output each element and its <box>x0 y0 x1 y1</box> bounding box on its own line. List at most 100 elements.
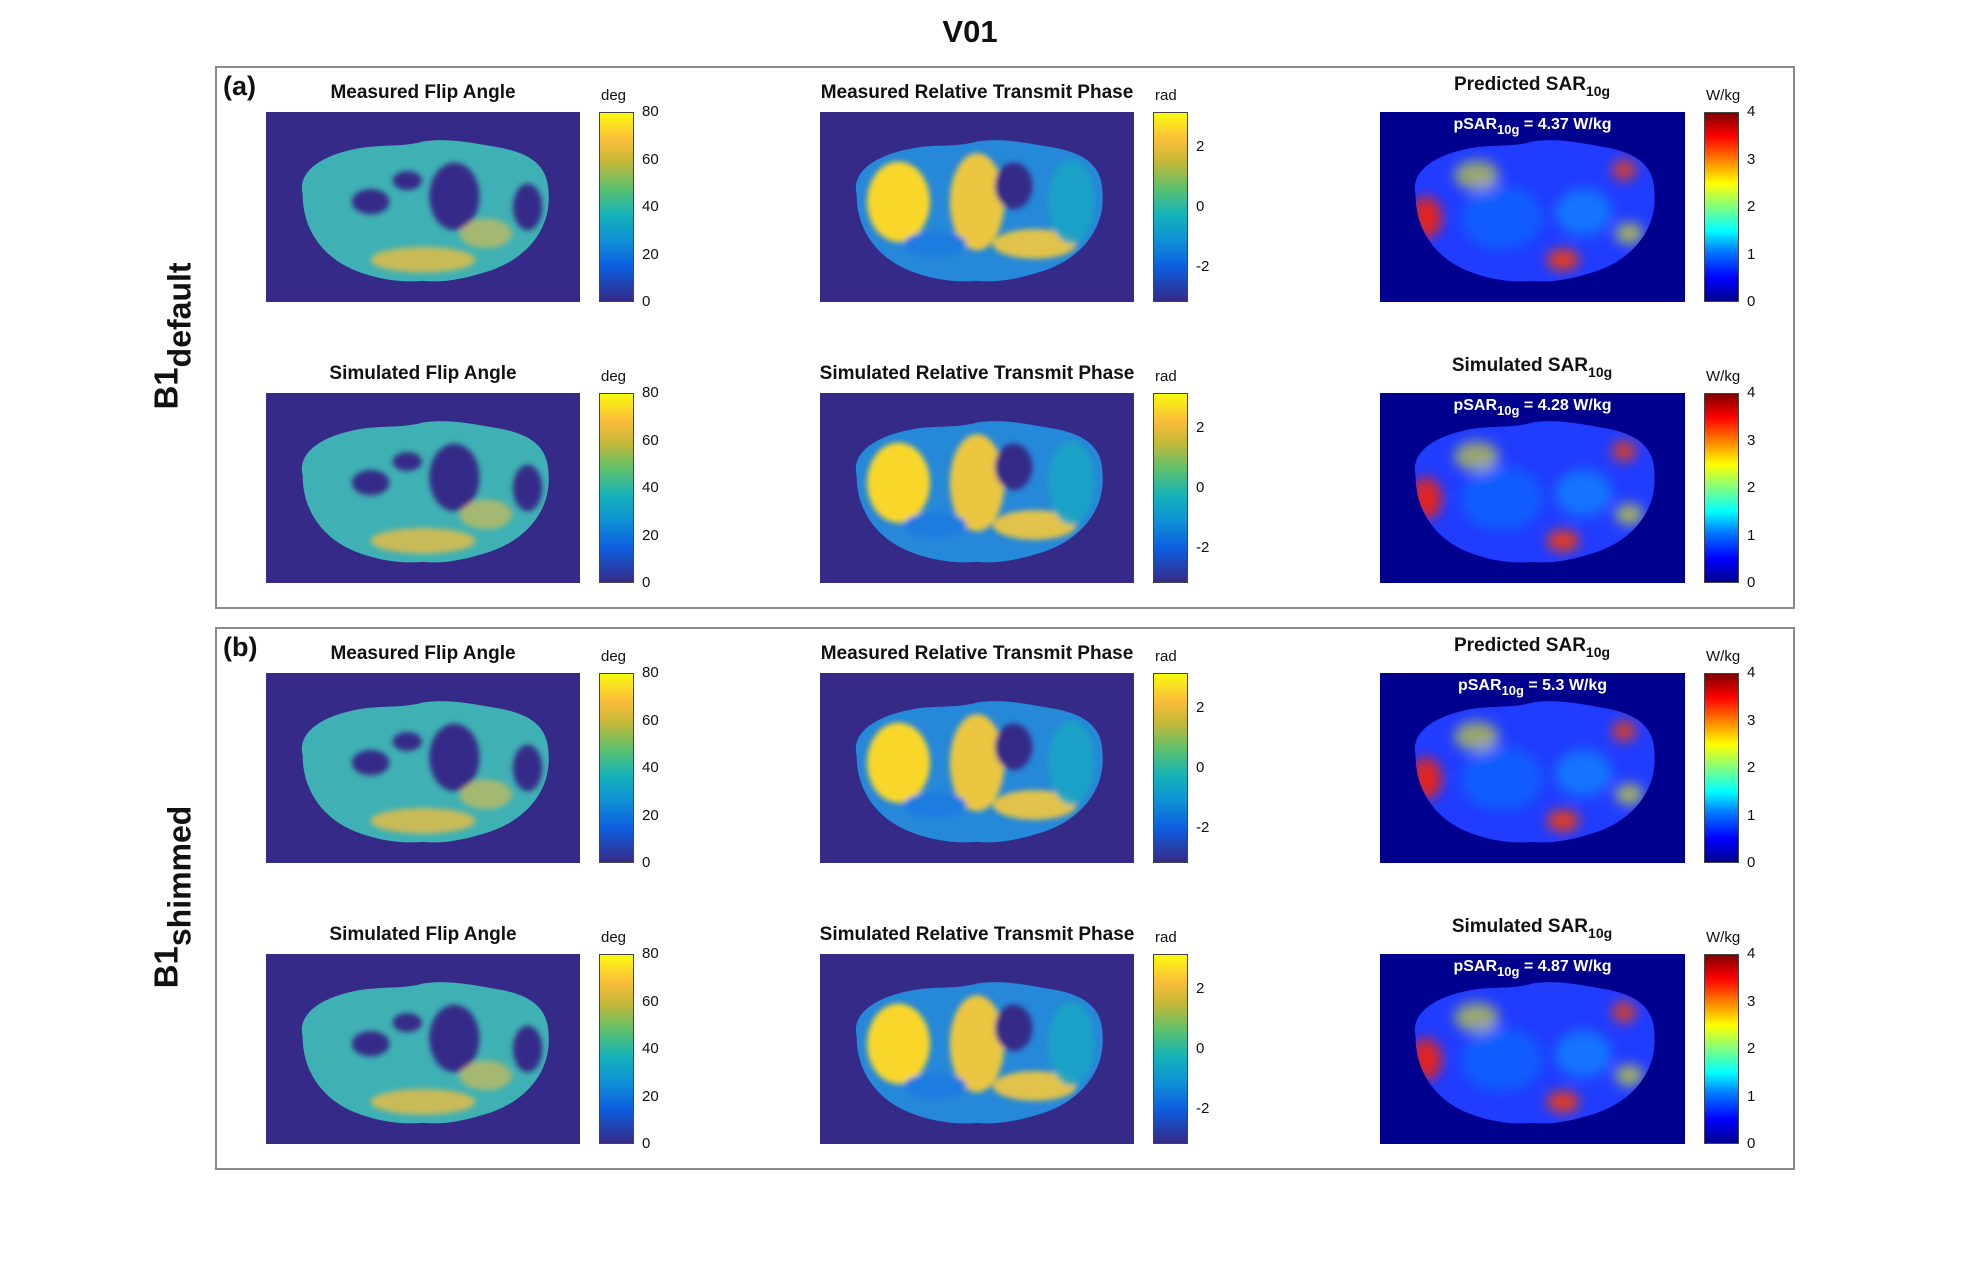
sar-colorbar <box>1704 393 1739 583</box>
phase-map-image <box>820 673 1134 863</box>
psar-sub: 10g <box>1497 964 1520 979</box>
sar-colorbar-tick: 2 <box>1747 1040 1756 1057</box>
flip-colorbar-tick: 80 <box>642 384 659 401</box>
sar-colorbar-tick: 2 <box>1747 759 1756 776</box>
sar-colorbar-tick: 1 <box>1747 526 1756 544</box>
sar-colorbar-tick: 3 <box>1747 431 1756 449</box>
flip-colorbar-tick: 20 <box>642 245 659 263</box>
sar-colorbar <box>1704 954 1739 1144</box>
psar-sub: 10g <box>1497 122 1520 137</box>
flip-map-image <box>266 112 580 302</box>
phase-colorbar-unit: rad <box>1155 929 1177 946</box>
sar-map: pSAR10g = 4.28 W/kg <box>1380 393 1685 583</box>
flip-colorbar-tick: 80 <box>642 664 659 681</box>
sar-title-main: Predicted SAR <box>1453 74 1586 95</box>
flip-colorbar-tick: 40 <box>642 1040 659 1057</box>
sar-colorbar-unit: W/kg <box>1706 929 1741 946</box>
flip-map <box>266 954 580 1144</box>
psar-annotation: pSAR10g = 4.87 W/kg <box>1380 958 1685 979</box>
sar-title-sub: 10g <box>1585 644 1611 660</box>
sar-colorbar-tick: 4 <box>1747 384 1756 401</box>
psar-value: = 4.37 W/kg <box>1519 116 1612 133</box>
psar-value: = 4.87 W/kg <box>1519 958 1612 975</box>
flip-colorbar-tick: 20 <box>642 1087 659 1105</box>
phase-colorbar <box>1153 673 1188 863</box>
psar-annotation: pSAR10g = 5.3 W/kg <box>1380 677 1685 698</box>
psar-label: pSAR <box>1453 116 1498 133</box>
sar-title-main: Predicted SAR <box>1453 635 1586 656</box>
flip-colorbar-tick: 0 <box>642 574 651 591</box>
phase-colorbar-tick: 2 <box>1196 698 1205 716</box>
flip-map-image <box>266 954 580 1144</box>
flip-colorbar <box>599 393 634 583</box>
sar-colorbar-tick: 4 <box>1747 664 1756 681</box>
phase-map <box>820 673 1134 863</box>
psar-label: pSAR <box>1453 958 1498 975</box>
flip-colorbar-tick: 20 <box>642 526 659 544</box>
flip-colorbar <box>599 954 634 1144</box>
phase-colorbar-tick: -2 <box>1196 819 1210 837</box>
flip-colorbar-tick: 60 <box>642 711 659 729</box>
sar-colorbar-tick: 2 <box>1747 198 1756 215</box>
phase-colorbar-tick: 0 <box>1196 479 1205 496</box>
panel-group-a <box>215 66 1795 609</box>
sar-colorbar-unit: W/kg <box>1706 368 1741 385</box>
flip-panel-title: Measured Flip Angle <box>330 82 516 103</box>
phase-colorbar <box>1153 112 1188 302</box>
phase-panel-title: Measured Relative Transmit Phase <box>820 643 1134 664</box>
sar-title-main: Simulated SAR <box>1451 355 1589 376</box>
flip-colorbar-tick: 60 <box>642 992 659 1010</box>
flip-map <box>266 673 580 863</box>
sar-title-sub: 10g <box>1585 83 1611 99</box>
sar-panel-title: Simulated SAR10g <box>1282 916 1782 941</box>
phase-colorbar-tick: 2 <box>1196 137 1205 155</box>
sar-colorbar-tick: 3 <box>1747 150 1756 168</box>
flip-map <box>266 112 580 302</box>
flip-colorbar-tick: 0 <box>642 854 651 871</box>
sar-title-main: Simulated SAR <box>1451 916 1589 937</box>
phase-panel-title: Measured Relative Transmit Phase <box>820 82 1134 103</box>
phase-colorbar-tick: 0 <box>1196 759 1205 776</box>
sar-colorbar-tick: 4 <box>1747 103 1756 120</box>
flip-colorbar-tick: 0 <box>642 1135 651 1152</box>
flip-colorbar-unit: deg <box>601 648 627 665</box>
panel-letter: (a) <box>223 71 256 101</box>
phase-colorbar-unit: rad <box>1155 648 1177 665</box>
flip-colorbar-unit: deg <box>601 368 627 385</box>
flip-panel-title: Measured Flip Angle <box>330 643 516 664</box>
flip-colorbar-tick: 40 <box>642 479 659 496</box>
phase-colorbar-tick: 2 <box>1196 418 1205 436</box>
sar-colorbar-tick: 1 <box>1747 245 1756 263</box>
sar-colorbar-tick: 4 <box>1747 945 1756 962</box>
sar-colorbar-unit: W/kg <box>1706 648 1741 665</box>
sar-colorbar-tick: 0 <box>1747 1135 1756 1152</box>
sar-map: pSAR10g = 4.87 W/kg <box>1380 954 1685 1144</box>
flip-map-image <box>266 673 580 863</box>
flip-colorbar-tick: 0 <box>642 293 651 310</box>
panel-group-b <box>215 627 1795 1170</box>
psar-label: pSAR <box>1457 677 1502 694</box>
sar-map-image <box>1380 393 1685 583</box>
psar-value: = 4.28 W/kg <box>1519 397 1612 414</box>
sar-colorbar-tick: 3 <box>1747 992 1756 1010</box>
flip-panel-title: Simulated Flip Angle <box>329 924 517 945</box>
sar-panel-title: Predicted SAR10g <box>1282 635 1782 660</box>
psar-sub: 10g <box>1497 403 1520 418</box>
phase-colorbar-tick: 0 <box>1196 1040 1205 1057</box>
psar-annotation: pSAR10g = 4.37 W/kg <box>1380 116 1685 137</box>
sar-map-image <box>1380 673 1685 863</box>
psar-sub: 10g <box>1501 683 1524 698</box>
sar-map: pSAR10g = 4.37 W/kg <box>1380 112 1685 302</box>
row-label-text: B1shimmed <box>148 806 199 989</box>
psar-annotation: pSAR10g = 4.28 W/kg <box>1380 397 1685 418</box>
flip-colorbar-tick: 60 <box>642 431 659 449</box>
sar-panel-title: Simulated SAR10g <box>1282 355 1782 380</box>
flip-colorbar-tick: 80 <box>642 103 659 120</box>
flip-colorbar <box>599 673 634 863</box>
phase-map-image <box>820 954 1134 1144</box>
sar-colorbar-tick: 0 <box>1747 293 1756 310</box>
phase-colorbar-tick: -2 <box>1196 258 1210 276</box>
phase-map-image <box>820 112 1134 302</box>
psar-value: = 5.3 W/kg <box>1523 677 1608 694</box>
